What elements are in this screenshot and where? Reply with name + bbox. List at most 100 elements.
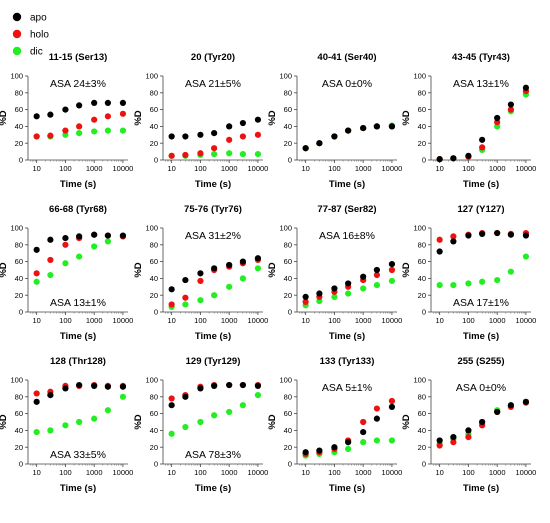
y-tick-label: 20	[15, 443, 23, 452]
point-holo	[302, 298, 309, 306]
point-apo	[302, 145, 309, 152]
point-holo	[479, 144, 486, 151]
point-dic	[450, 282, 457, 289]
y-tick-label: 60	[150, 257, 158, 266]
point-apo	[479, 230, 486, 237]
point-apo	[302, 293, 309, 300]
point-dic	[226, 283, 233, 290]
y-axis-label: %D	[0, 262, 9, 277]
point-apo	[507, 231, 514, 238]
x-tick-label: 10	[435, 468, 443, 477]
asa-annotation: ASA 17±1%	[453, 297, 509, 309]
point-dic	[331, 293, 338, 300]
x-tick-label: 10000	[382, 468, 403, 477]
point-apo	[62, 106, 69, 113]
y-tick-label: 20	[150, 291, 158, 300]
point-dic	[104, 238, 111, 245]
asa-annotation: ASA 0±0%	[456, 382, 506, 394]
x-tick-label: 10	[435, 164, 443, 173]
point-dic	[345, 290, 352, 297]
point-apo	[436, 248, 443, 255]
y-tick-label: 40	[284, 426, 292, 435]
point-apo	[302, 449, 309, 456]
point-holo	[182, 294, 189, 301]
y-tick-label: 80	[418, 392, 426, 401]
point-apo	[373, 123, 380, 130]
y-tick-label: 20	[150, 443, 158, 452]
point-dic	[76, 253, 83, 260]
asa-annotation: ASA 33±5%	[50, 449, 106, 461]
point-holo	[119, 110, 127, 117]
point-dic	[62, 422, 69, 429]
y-tick-label: 20	[284, 139, 292, 148]
x-tick-label: 10	[301, 468, 309, 477]
point-holo	[373, 405, 380, 412]
point-dic	[182, 423, 189, 431]
point-dic	[119, 393, 127, 400]
point-apo	[168, 402, 175, 409]
point-dic	[388, 277, 396, 285]
point-apo	[522, 84, 530, 91]
point-dic	[254, 151, 262, 158]
point-apo	[388, 403, 396, 410]
point-dic	[239, 402, 246, 409]
point-holo	[197, 277, 204, 285]
y-tick-label: 100	[145, 224, 158, 233]
point-apo	[211, 382, 218, 389]
point-dic	[360, 439, 367, 446]
panel-title: 20 (Tyr20)	[191, 52, 235, 63]
point-apo	[465, 427, 472, 434]
point-holo	[436, 442, 443, 449]
x-tick-label: 10000	[113, 164, 134, 173]
x-tick-label: 10	[301, 316, 309, 325]
point-apo	[47, 392, 54, 399]
panel-title: 128 (Thr128)	[50, 356, 106, 367]
y-tick-label: 60	[418, 257, 426, 266]
y-tick-label: 60	[150, 409, 158, 418]
y-tick-label: 40	[418, 274, 426, 283]
y-axis-label: %D	[0, 110, 9, 125]
panel-title: 127 (Y127)	[457, 204, 504, 215]
y-tick-label: 60	[284, 257, 292, 266]
y-tick-label: 100	[279, 376, 292, 385]
y-axis-label: %D	[267, 262, 278, 277]
point-holo	[168, 395, 175, 402]
y-tick-label: 20	[418, 139, 426, 148]
y-axis-label: %D	[401, 110, 412, 125]
y-tick-label: 80	[150, 392, 158, 401]
asa-annotation: ASA 21±5%	[185, 78, 241, 90]
y-tick-label: 60	[15, 257, 23, 266]
legend-label-apo: apo	[30, 13, 47, 24]
panel-title: 40-41 (Ser40)	[317, 52, 376, 63]
panel-11: 133 (Tyr133) 0 20 40 60 80 100 10 100 1000 10000 Ti…	[267, 356, 402, 494]
y-tick-label: 60	[418, 105, 426, 114]
panel-5: 66-68 (Tyr68) 0 20 40 60 80 100 10 100 1000 10000 T…	[0, 204, 133, 342]
y-tick-label: 80	[15, 88, 23, 97]
point-dic	[239, 275, 246, 282]
legend: apo holo dic	[12, 13, 49, 58]
point-dic	[197, 418, 204, 426]
x-tick-label: 1000	[489, 468, 506, 477]
point-apo	[104, 99, 111, 106]
y-tick-label: 40	[418, 426, 426, 435]
y-axis-label: %D	[133, 262, 144, 277]
y-tick-label: 20	[284, 291, 292, 300]
asa-annotation: ASA 78±3%	[185, 449, 241, 461]
y-tick-label: 100	[279, 72, 292, 81]
point-apo	[494, 229, 501, 237]
asa-annotation: ASA 16±8%	[319, 230, 375, 242]
point-apo	[91, 231, 98, 238]
panel-3: 40-41 (Ser40) 0 20 40 60 80 100 10 100 1000 10000 T…	[267, 52, 402, 190]
point-dic	[211, 151, 218, 158]
x-tick-label: 1000	[489, 316, 506, 325]
y-tick-label: 100	[413, 376, 426, 385]
asa-annotation: ASA 13±1%	[50, 297, 106, 309]
x-tick-label: 10000	[516, 316, 537, 325]
x-tick-label: 10	[32, 316, 40, 325]
point-apo	[197, 385, 204, 392]
point-holo	[33, 270, 40, 277]
panel-2: 20 (Tyr20) 0 20 40 60 80 100 10 100 1000 10000 Time…	[133, 52, 268, 190]
point-dic	[168, 430, 175, 437]
point-apo	[494, 114, 501, 122]
point-holo	[450, 233, 457, 240]
